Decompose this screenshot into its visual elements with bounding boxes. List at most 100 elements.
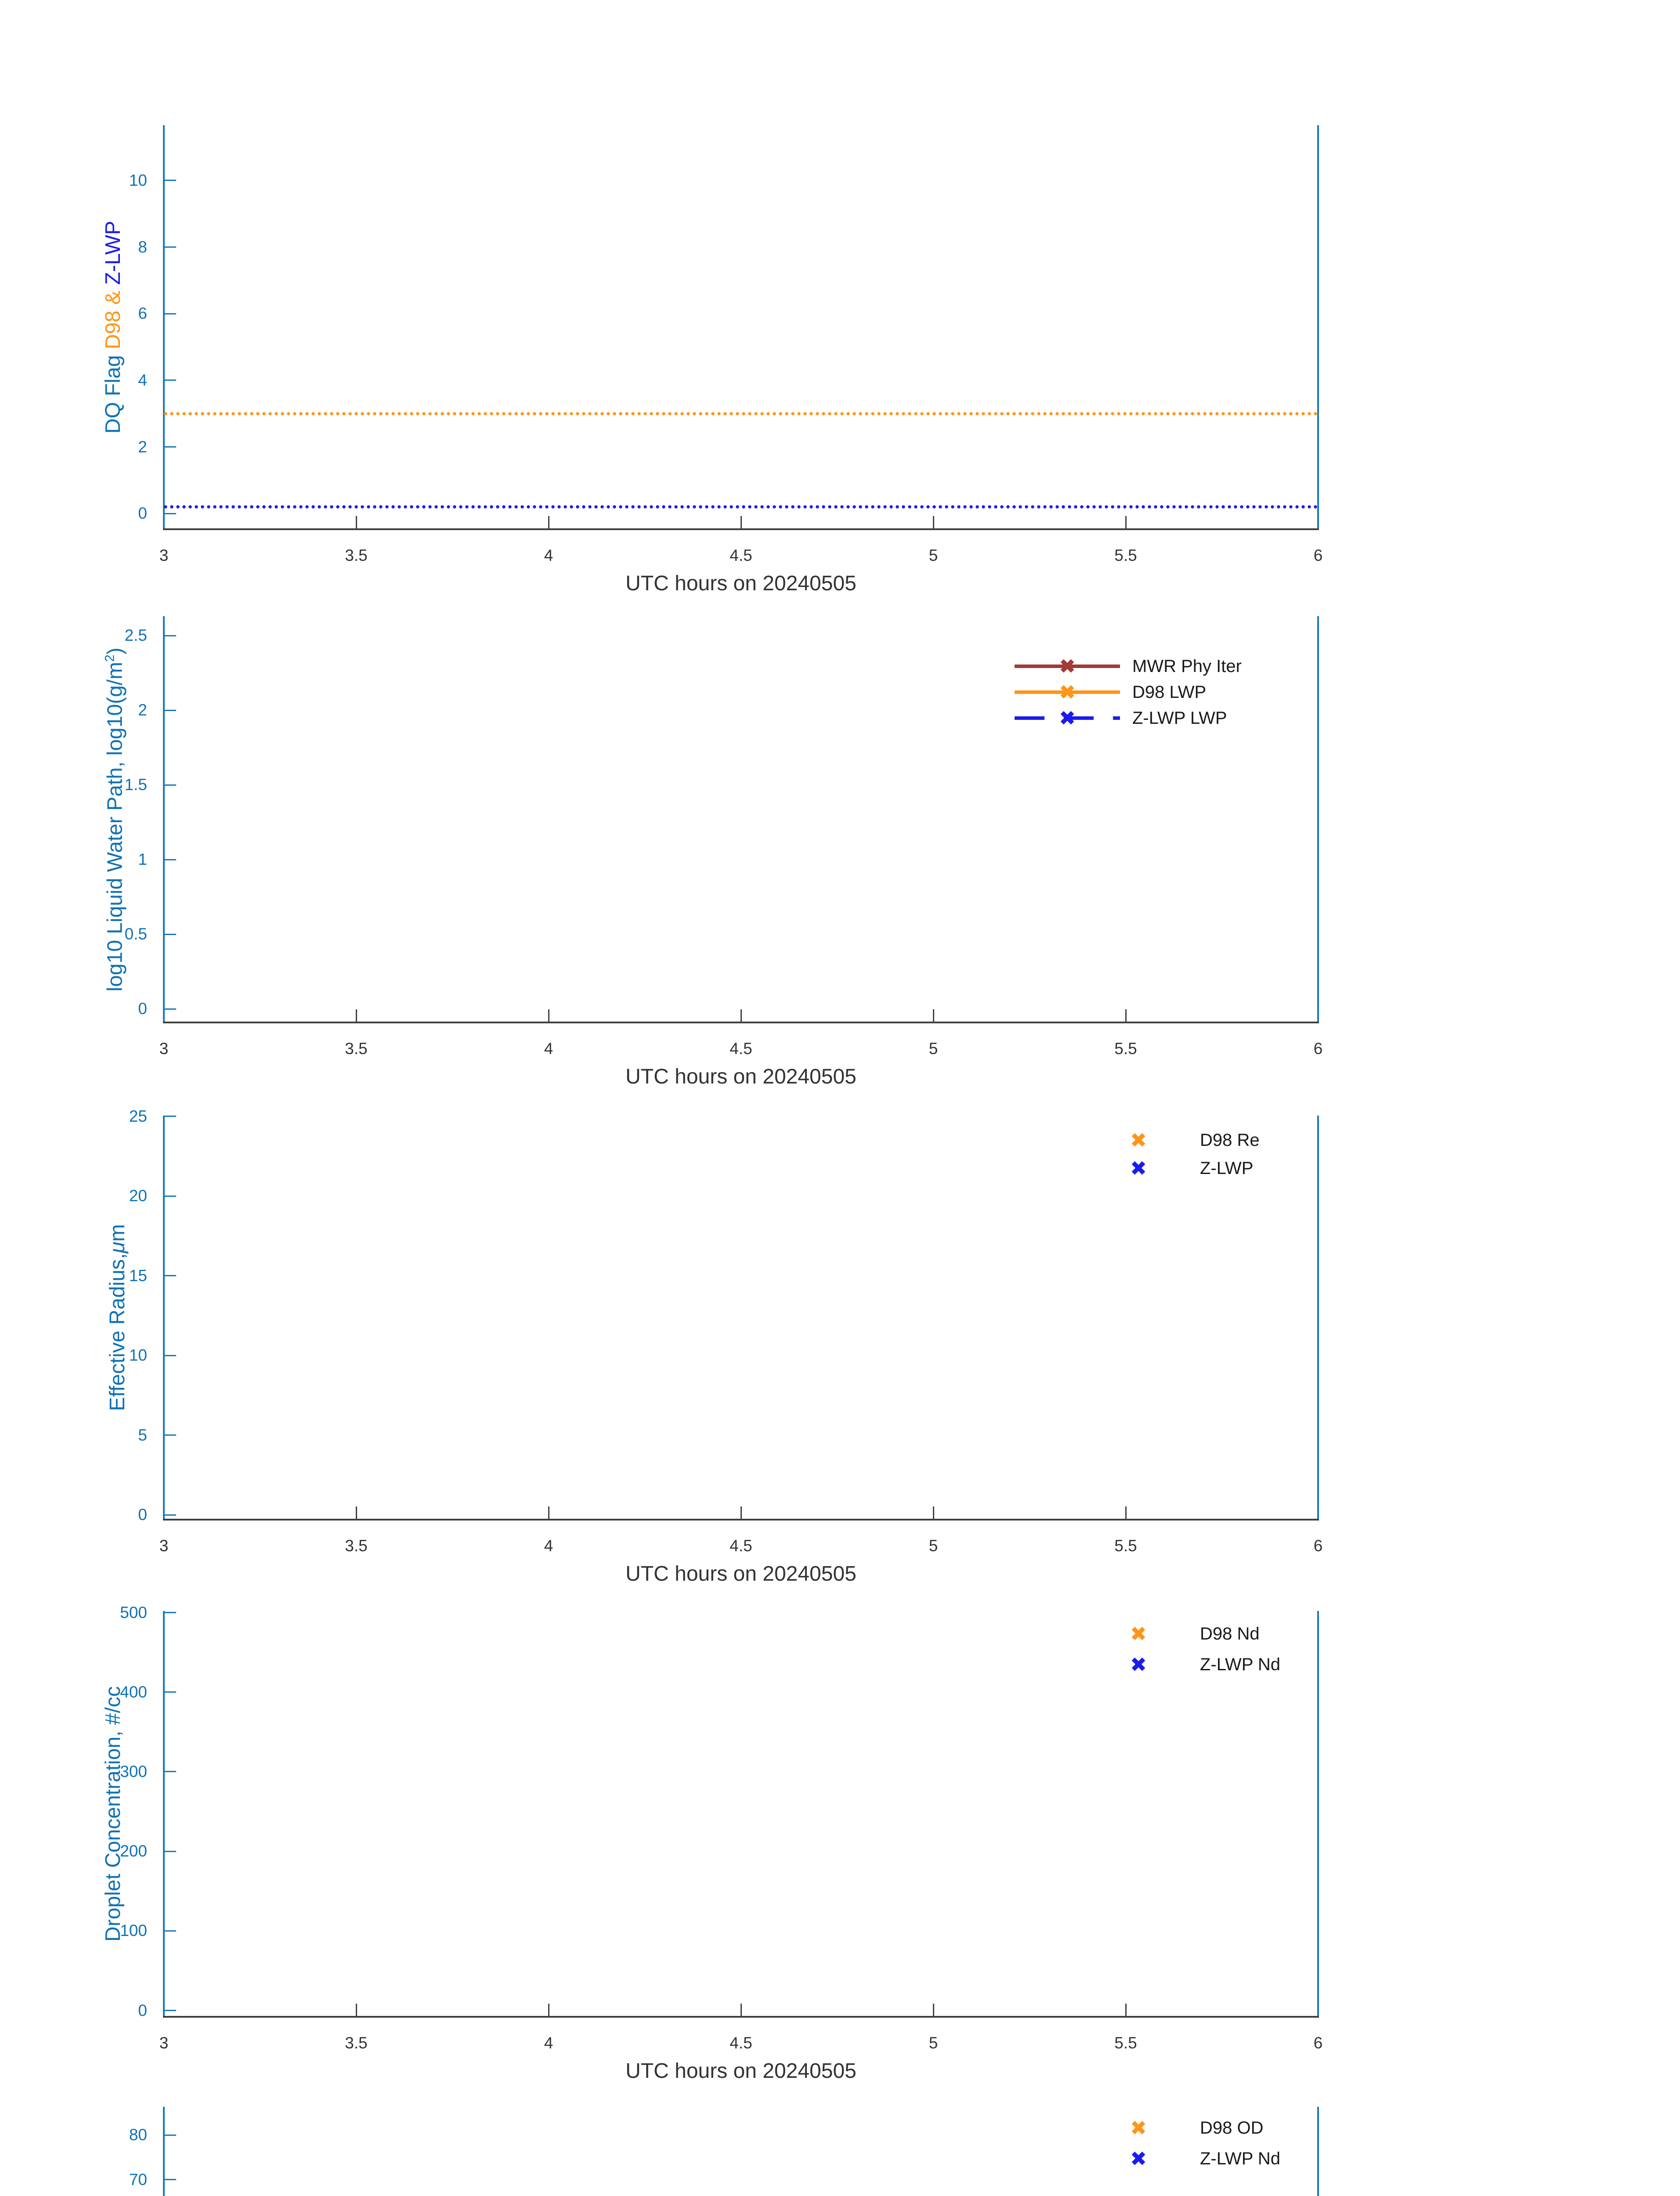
y-tick-mark: [164, 2179, 176, 2181]
y-axis-label: Optical Depth: [105, 2107, 131, 2196]
x-axis-label: UTC hours on 20240505: [625, 1562, 856, 1586]
y-axis-right-spine: [1317, 1116, 1319, 1520]
x-tick-label: 5: [929, 1040, 938, 1058]
y-tick-label: 300: [120, 1762, 147, 1781]
y-tick-label: 70: [129, 2170, 147, 2189]
x-tick-mark: [548, 516, 549, 529]
x-tick-label: 6: [1313, 2034, 1323, 2052]
x-tick-label: 3.5: [345, 2034, 368, 2052]
x-tick-mark: [548, 2004, 549, 2017]
x-tick-label: 4: [544, 2034, 553, 2052]
y-tick-mark: [164, 1195, 176, 1197]
x-tick-label: 3: [159, 2034, 169, 2052]
x-tick-label: 4.5: [730, 1537, 752, 1555]
x-tick-label: 5.5: [1114, 2034, 1137, 2052]
x-tick-mark: [932, 516, 934, 529]
x-tick-label: 5.5: [1114, 1537, 1137, 1555]
y-tick-mark: [164, 246, 176, 248]
y-tick-mark: [164, 1275, 176, 1277]
y-tick-label: 0: [138, 504, 147, 523]
legend-entry-label: D98 OD: [1200, 2118, 1264, 2138]
y-tick-mark: [164, 709, 176, 711]
y-tick-mark: [164, 784, 176, 786]
y-tick-label: 0.5: [124, 925, 147, 943]
y-tick-mark: [164, 1771, 176, 1773]
x-tick-label: 5.5: [1114, 546, 1137, 564]
x-tick-mark: [355, 1506, 357, 1520]
x-tick-label: 5: [929, 2034, 938, 2052]
legend-entry-label: D98 LWP: [1132, 683, 1207, 702]
x-tick-label: 3.5: [345, 546, 368, 564]
legend-x-marker-icon: ✖: [1059, 655, 1076, 678]
x-tick-label: 5.5: [1114, 1040, 1137, 1058]
y-axis-left-spine: [163, 125, 165, 529]
y-tick-label: 400: [120, 1683, 147, 1701]
x-axis-label: UTC hours on 20240505: [625, 2059, 856, 2083]
x-tick-label: 3.5: [345, 1040, 368, 1058]
y-tick-mark: [164, 180, 176, 181]
y-tick-label: 100: [120, 1922, 147, 1940]
x-tick-mark: [1125, 1009, 1127, 1022]
y-tick-mark: [164, 1850, 176, 1852]
y-axis-left-spine: [163, 616, 165, 1022]
legend-line-sample: [1015, 690, 1120, 694]
y-tick-mark: [164, 313, 176, 314]
x-tick-label: 3: [159, 546, 169, 564]
y-axis-left-spine: [163, 1116, 165, 1520]
y-tick-label: 10: [129, 1346, 147, 1365]
y-tick-mark: [164, 2010, 176, 2011]
y-tick-mark: [164, 1612, 176, 1614]
y-tick-label: 8: [138, 238, 147, 256]
x-tick-mark: [740, 2004, 742, 2017]
legend-entry-label: D98 Re: [1200, 1131, 1260, 1150]
y-axis-right-spine: [1317, 2107, 1319, 2196]
x-tick-label: 3: [159, 1040, 169, 1058]
x-axis-line: [163, 528, 1319, 530]
x-tick-mark: [548, 1506, 549, 1520]
x-tick-mark: [932, 1506, 934, 1520]
legend-entry-label: Z-LWP: [1200, 1159, 1254, 1178]
x-tick-mark: [1125, 2004, 1127, 2017]
legend-x-marker-icon: ✖: [1130, 2117, 1147, 2139]
y-tick-label: 200: [120, 1842, 147, 1860]
x-tick-label: 4.5: [730, 546, 752, 564]
x-tick-label: 4: [544, 1537, 553, 1555]
legend-x-marker-icon: ✖: [1130, 1653, 1147, 1676]
legend-x-marker-icon: ✖: [1059, 707, 1076, 730]
y-tick-mark: [164, 1930, 176, 1932]
legend-line-sample: [1015, 665, 1120, 668]
y-tick-label: 6: [138, 304, 147, 323]
legend-line-sample: [1015, 716, 1120, 720]
y-tick-mark: [164, 1008, 176, 1010]
y-axis-left-spine: [163, 1611, 165, 2017]
x-tick-mark: [932, 2004, 934, 2017]
y-tick-label: 25: [129, 1107, 147, 1125]
x-tick-mark: [355, 516, 357, 529]
x-tick-label: 4.5: [730, 2034, 752, 2052]
y-tick-label: 2: [138, 701, 147, 719]
y-tick-label: 15: [129, 1266, 147, 1285]
x-tick-mark: [740, 1009, 742, 1022]
x-tick-label: 3: [159, 1537, 169, 1555]
y-tick-mark: [164, 446, 176, 448]
series-line-d98-dq-flag: [164, 412, 1318, 415]
y-tick-mark: [164, 2134, 176, 2136]
x-tick-label: 4.5: [730, 1040, 752, 1058]
x-tick-label: 6: [1313, 546, 1323, 564]
legend-x-marker-icon: ✖: [1130, 1157, 1147, 1180]
x-tick-mark: [740, 1506, 742, 1520]
legend-entry-label: Z-LWP Nd: [1200, 1655, 1280, 1674]
x-tick-mark: [1125, 1506, 1127, 1520]
y-tick-mark: [164, 1434, 176, 1436]
x-tick-mark: [740, 516, 742, 529]
y-tick-mark: [164, 1354, 176, 1356]
y-axis-right-spine: [1317, 1611, 1319, 2017]
legend-x-marker-icon: ✖: [1130, 1129, 1147, 1152]
x-axis-line: [163, 1519, 1319, 1521]
y-tick-label: 2.5: [124, 626, 147, 645]
legend-x-marker-icon: ✖: [1059, 681, 1076, 704]
